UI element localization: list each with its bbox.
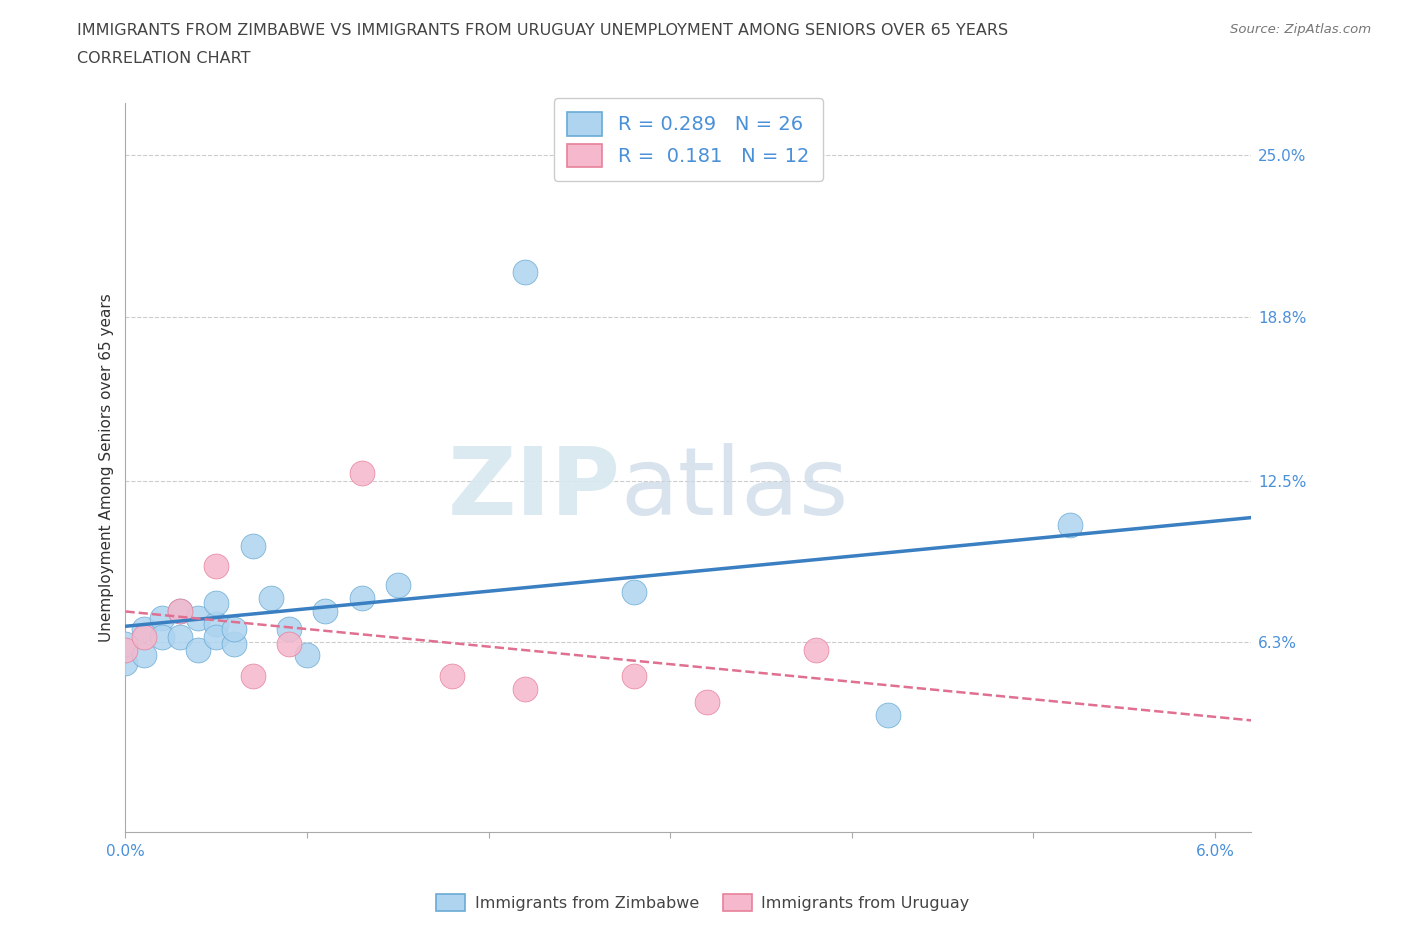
Text: CORRELATION CHART: CORRELATION CHART <box>77 51 250 66</box>
Point <box>169 630 191 644</box>
Point <box>623 585 645 600</box>
Point <box>114 637 136 652</box>
Point <box>277 637 299 652</box>
Point <box>1059 517 1081 532</box>
Point <box>205 559 228 574</box>
Point <box>114 642 136 657</box>
Point <box>277 621 299 636</box>
Point <box>623 668 645 683</box>
Text: ZIP: ZIP <box>449 444 621 536</box>
Point <box>224 621 246 636</box>
Point <box>260 591 283 605</box>
Point <box>169 604 191 618</box>
Point <box>132 630 155 644</box>
Point <box>877 707 900 722</box>
Point <box>242 538 264 553</box>
Point <box>513 265 536 280</box>
Point <box>350 465 373 480</box>
Point <box>150 611 173 626</box>
Point <box>169 604 191 618</box>
Point <box>187 611 209 626</box>
Legend: R = 0.289   N = 26, R =  0.181   N = 12: R = 0.289 N = 26, R = 0.181 N = 12 <box>554 99 823 181</box>
Point <box>295 647 318 662</box>
Point <box>205 617 228 631</box>
Y-axis label: Unemployment Among Seniors over 65 years: Unemployment Among Seniors over 65 years <box>100 293 114 642</box>
Point <box>205 595 228 610</box>
Point <box>150 630 173 644</box>
Point <box>132 647 155 662</box>
Point <box>132 621 155 636</box>
Point <box>387 578 409 592</box>
Point <box>350 591 373 605</box>
Point <box>242 668 264 683</box>
Text: Source: ZipAtlas.com: Source: ZipAtlas.com <box>1230 23 1371 36</box>
Point <box>513 681 536 696</box>
Point <box>187 642 209 657</box>
Point <box>804 642 827 657</box>
Point <box>696 694 718 709</box>
Legend: Immigrants from Zimbabwe, Immigrants from Uruguay: Immigrants from Zimbabwe, Immigrants fro… <box>430 888 976 917</box>
Point <box>114 655 136 670</box>
Text: IMMIGRANTS FROM ZIMBABWE VS IMMIGRANTS FROM URUGUAY UNEMPLOYMENT AMONG SENIORS O: IMMIGRANTS FROM ZIMBABWE VS IMMIGRANTS F… <box>77 23 1008 38</box>
Point <box>441 668 464 683</box>
Text: atlas: atlas <box>621 444 849 536</box>
Point <box>224 637 246 652</box>
Point <box>314 604 336 618</box>
Point <box>205 630 228 644</box>
